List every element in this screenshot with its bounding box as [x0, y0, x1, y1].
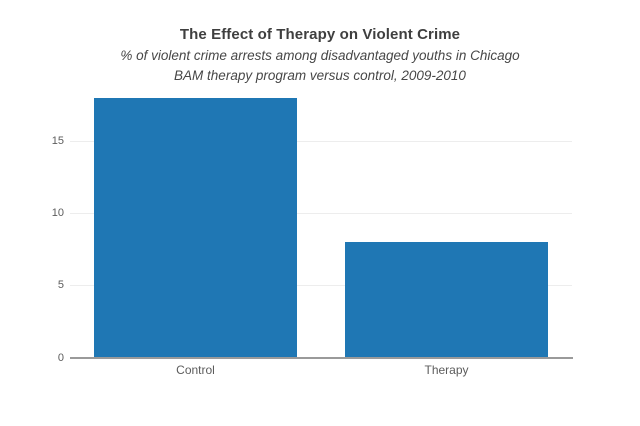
y-tick-label-10: 10 — [51, 207, 64, 220]
chart-subtitle-line1: % of violent crime arrests among disadva… — [120, 48, 520, 63]
y-tick-label-15: 15 — [51, 135, 64, 148]
gridline-y-10 — [70, 212, 572, 214]
y-tick-label-5: 5 — [57, 279, 64, 292]
gridline-y-15 — [70, 140, 572, 142]
chart-title: The Effect of Therapy on Violent Crime — [179, 26, 461, 43]
x-tick-label-control: Control — [176, 362, 215, 377]
bar-therapy — [345, 242, 548, 358]
x-axis-line — [70, 357, 573, 359]
y-tick-label-0: 0 — [57, 351, 64, 364]
chart-title-block: The Effect of Therapy on Violent Crime %… — [0, 24, 640, 86]
gridline-y-5 — [70, 284, 572, 286]
bar-control — [94, 98, 297, 358]
x-tick-label-therapy: Therapy — [424, 362, 469, 377]
chart-subtitle-line2: BAM therapy program versus control, 2009… — [174, 68, 466, 83]
